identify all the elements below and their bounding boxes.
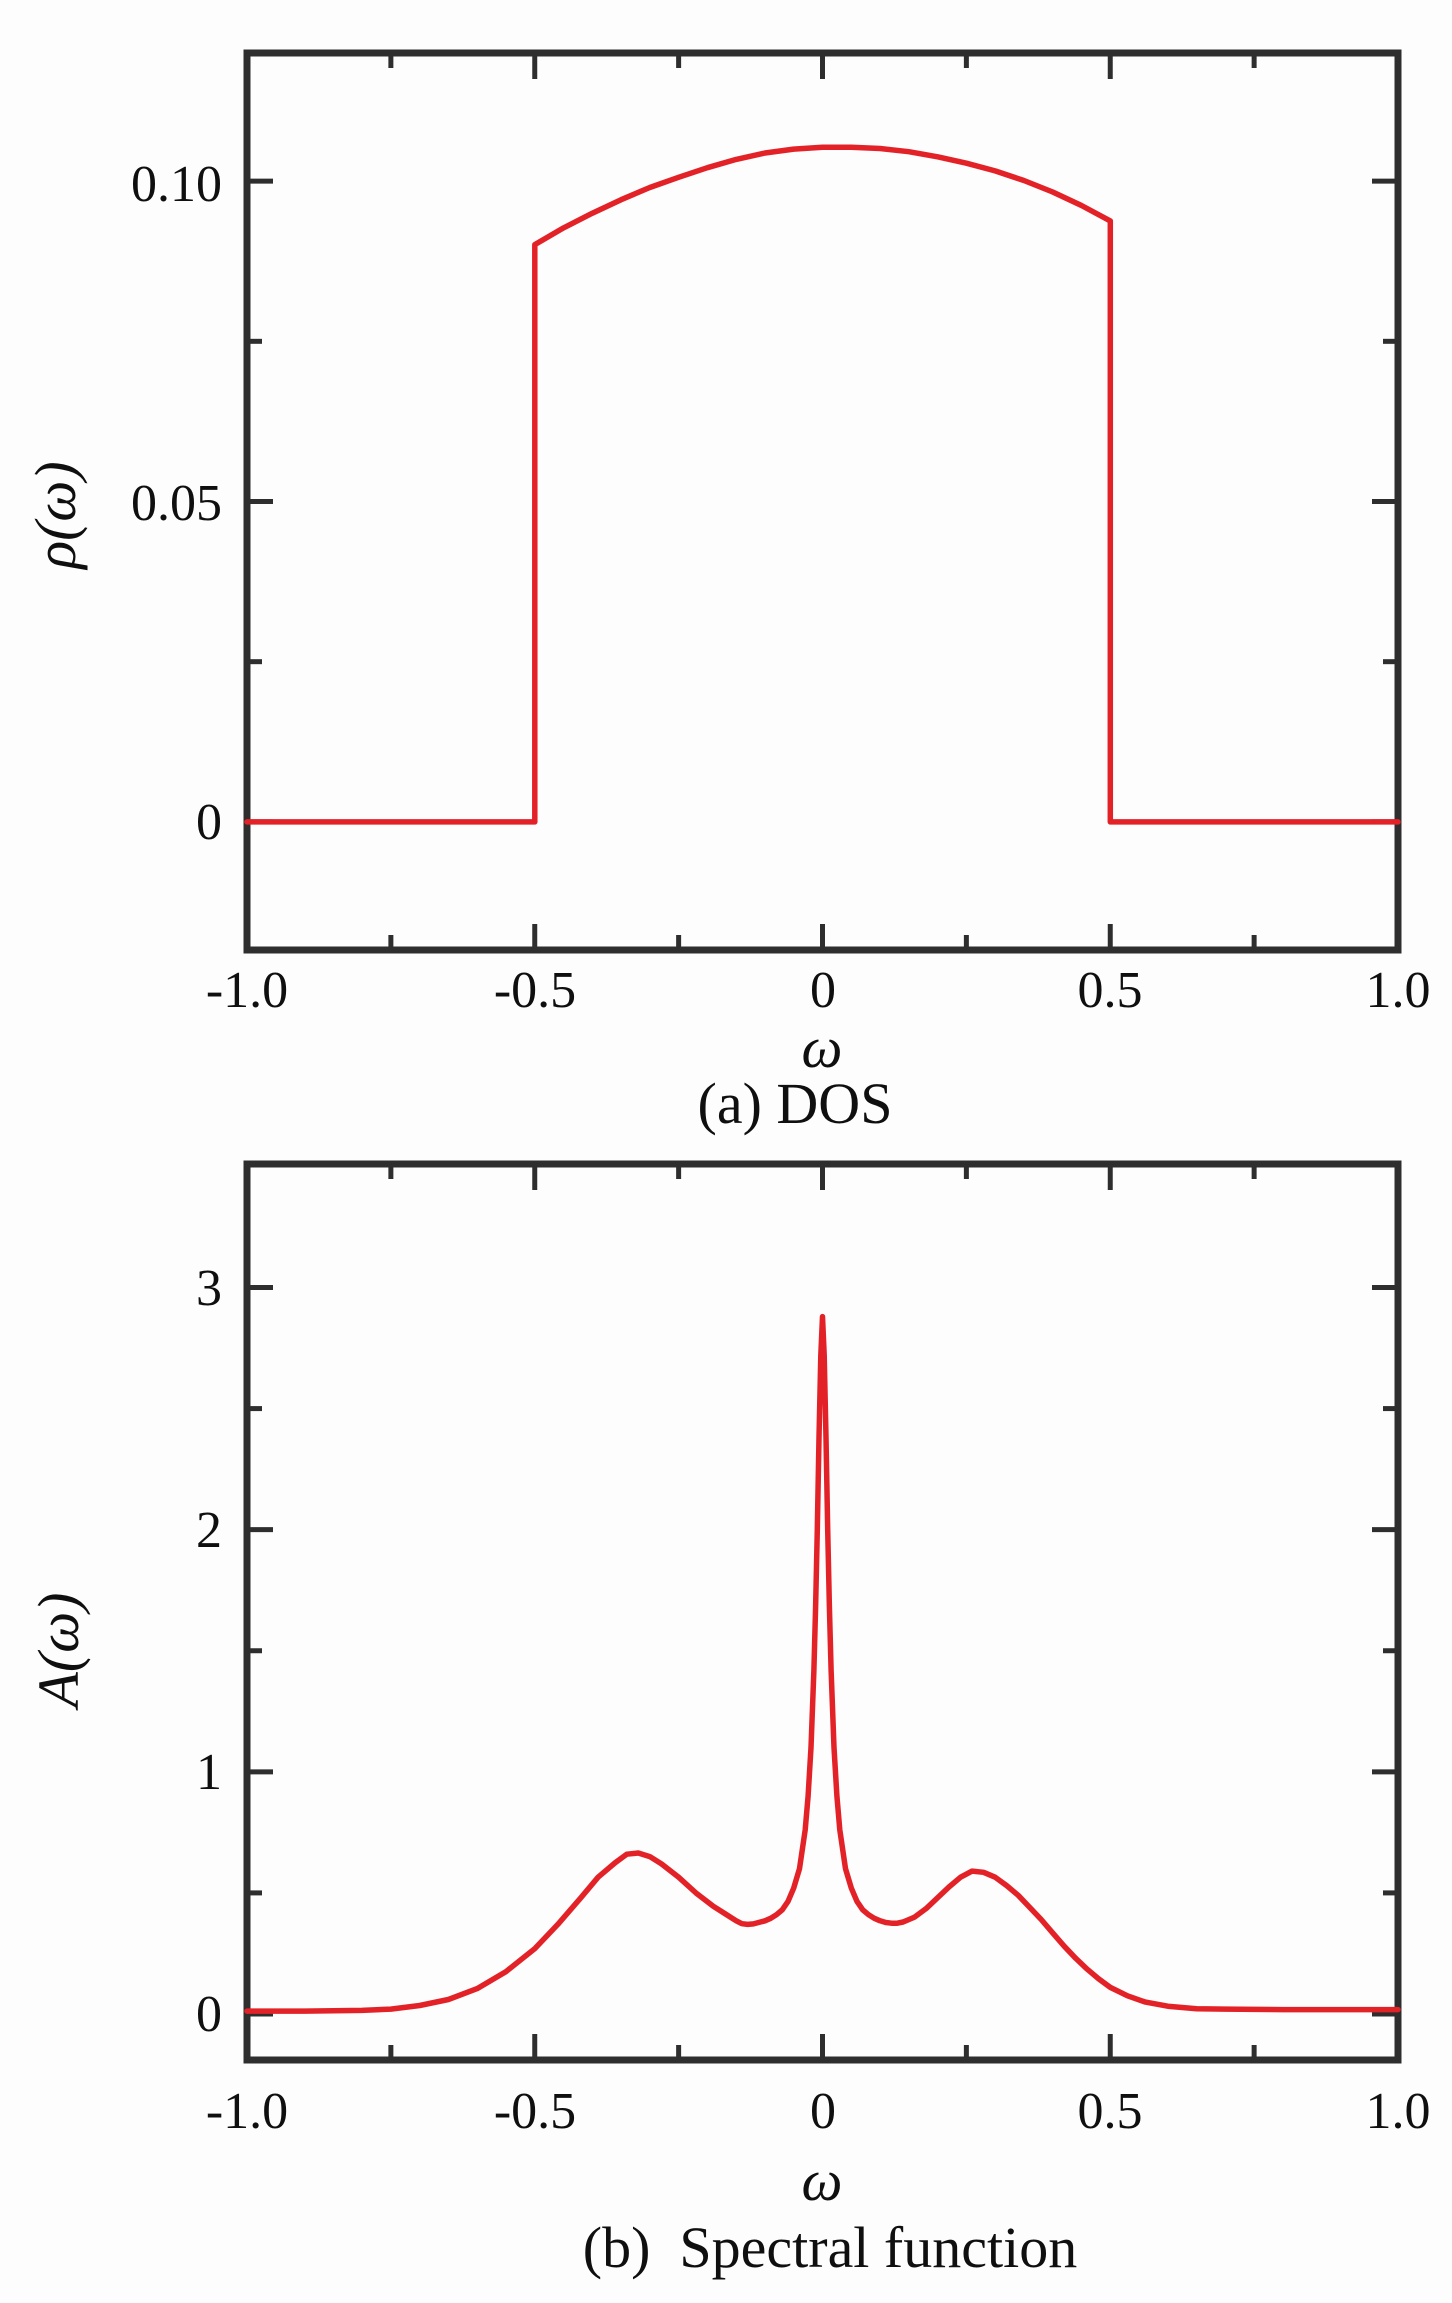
spectral-y-tick-label: 1: [196, 1743, 222, 1801]
dos-caption: (a) DOS: [697, 1070, 893, 1136]
spectral-x-tick-label: 0.5: [1077, 2082, 1143, 2140]
spectral-x-tick-label: -0.5: [493, 2082, 577, 2140]
spectral-x-tick-label: 1.0: [1365, 2082, 1431, 2140]
dos-y-tick-label: 0.10: [131, 155, 222, 213]
spectral-x-axis-title: ω: [801, 2147, 843, 2213]
dos-x-tick-label: -0.5: [493, 961, 577, 1019]
spectral-curve: [244, 1313, 1401, 2014]
dos-x-tick-label: 1.0: [1365, 961, 1431, 1019]
dos-y-tick-label: 0.05: [131, 474, 222, 532]
dos-frame: [243, 49, 1402, 954]
spectral-y-axis-title: A(ω): [25, 1592, 91, 1708]
dos-x-tick-label: -1.0: [205, 961, 289, 1019]
dos-x-tick-label: 0: [810, 961, 836, 1019]
spectral-caption: (b) Spectral function: [582, 2214, 1078, 2280]
dos-x-axis-title: ω: [801, 1014, 843, 1080]
dos-y-tick-label: 0: [196, 793, 222, 851]
spectral-y-tick-label: 0: [196, 1985, 222, 2043]
dos-curve: [244, 144, 1401, 825]
spectral-y-tick-label: 2: [196, 1501, 222, 1559]
spectral-frame: [243, 1160, 1402, 2064]
spectral-x-tick-label: -1.0: [205, 2082, 289, 2140]
dos-x-tick-label: 0.5: [1077, 961, 1143, 1019]
spectral-y-tick-label: 3: [196, 1259, 222, 1317]
spectral-x-tick-label: 0: [810, 2082, 836, 2140]
dos-y-axis-title: ρ(ω): [22, 461, 88, 569]
